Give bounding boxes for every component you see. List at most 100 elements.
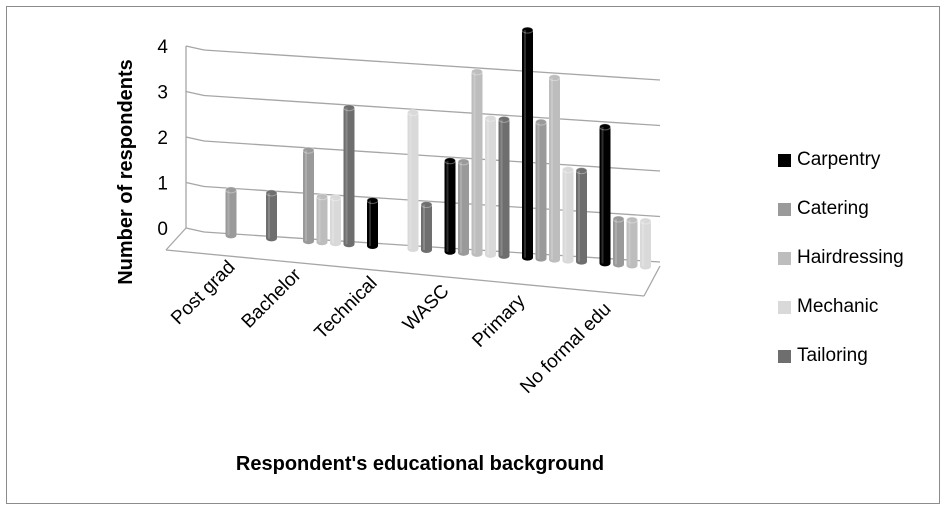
bar-top: [498, 115, 510, 123]
y-tick-label: 3: [157, 83, 168, 104]
y-tick-labels: 0 1 2 3 4: [157, 37, 168, 240]
bar-top: [562, 166, 574, 174]
legend-item: Tailoring: [778, 343, 868, 369]
y-tick-label: 2: [157, 128, 168, 149]
gridline-left: [185, 45, 205, 51]
bar-top: [329, 194, 342, 202]
gridline-left: [185, 90, 205, 97]
bar-highlight: [305, 150, 307, 242]
bar-base: [626, 262, 638, 269]
bar-top: [471, 68, 483, 76]
bar: [444, 157, 456, 255]
bar-body: [562, 169, 574, 261]
bar-base: [613, 261, 624, 268]
bar-base: [407, 246, 419, 253]
bar-body: [458, 161, 469, 253]
bar-highlight: [446, 160, 449, 252]
bar-base: [458, 249, 469, 256]
legend-label: Mechanic: [797, 296, 879, 317]
legend-label: Hairdressing: [797, 247, 904, 268]
gridline-left: [185, 227, 205, 233]
gridline-left: [185, 181, 205, 188]
bar: [639, 217, 652, 270]
bar-base: [444, 248, 456, 255]
bar-base: [421, 247, 432, 254]
y-axis-title: Number of respondents: [115, 59, 137, 285]
bar-top: [420, 201, 433, 209]
bar-top: [548, 74, 561, 82]
bar-body: [535, 122, 547, 259]
legend-label: Tailoring: [797, 345, 868, 366]
bar-highlight: [345, 107, 348, 245]
bar: [599, 123, 611, 267]
floor-right-edge: [643, 265, 661, 297]
x-tick-label: Technical: [311, 273, 382, 344]
legend-swatch: [778, 251, 791, 265]
bar-body: [316, 196, 328, 243]
bar-body: [407, 112, 419, 250]
y-tick-label: 1: [157, 174, 168, 195]
bar-top: [407, 109, 419, 117]
bar-body: [626, 219, 638, 266]
bar-body: [330, 197, 341, 244]
bar-body: [576, 170, 587, 262]
bar: [521, 26, 534, 261]
bar-body: [471, 71, 483, 254]
bar-highlight: [564, 169, 567, 261]
bar-highlight: [537, 122, 540, 259]
bar-base: [535, 255, 547, 262]
bar-base: [498, 252, 510, 259]
bar-body: [444, 160, 456, 252]
bar-top: [265, 189, 278, 197]
bar: [420, 201, 433, 254]
bar-body: [522, 30, 533, 258]
bar: [316, 193, 328, 246]
bar: [302, 146, 315, 245]
floor-left-edge: [165, 227, 187, 251]
bar-base: [640, 263, 651, 270]
bar-top: [343, 104, 355, 112]
bar: [626, 216, 638, 269]
bar-top: [444, 157, 456, 165]
x-tick-label: Post grad: [167, 257, 239, 329]
bar-body: [225, 189, 237, 236]
x-tick-label: Bachelor: [238, 264, 306, 332]
bar-top: [484, 114, 497, 122]
bar-highlight: [524, 30, 526, 258]
bar-base: [562, 257, 574, 264]
bar: [265, 189, 278, 242]
bars: [225, 26, 652, 270]
legend-item: Catering: [778, 196, 869, 222]
gridline-left: [185, 136, 205, 142]
bar-top: [599, 123, 611, 131]
bar-body: [599, 126, 611, 264]
bar-base: [576, 258, 587, 265]
bar-base: [522, 254, 533, 261]
x-tick-label: WASC: [399, 281, 454, 336]
bar: [612, 215, 625, 268]
bar: [343, 104, 355, 248]
floor-front-edge: [165, 249, 645, 297]
bar-base: [225, 232, 237, 239]
bar-body: [421, 204, 432, 251]
bar-body: [549, 77, 560, 260]
bar-highlight: [500, 119, 503, 256]
gridline: [203, 94, 661, 127]
bar-top: [316, 193, 328, 201]
x-axis-title: Respondent's educational background: [236, 453, 604, 475]
bar-top: [639, 217, 652, 225]
bar-base: [549, 256, 560, 263]
bar-highlight: [615, 218, 617, 265]
y-tick-label: 0: [157, 219, 168, 240]
bar-highlight: [227, 189, 230, 236]
bar-base: [485, 251, 496, 258]
bar-highlight: [318, 196, 321, 243]
bar: [329, 194, 342, 247]
bar: [471, 68, 483, 257]
bar: [407, 109, 419, 253]
bar: [366, 196, 379, 249]
bar: [484, 114, 497, 258]
x-tick-label: No formal edu: [516, 299, 615, 398]
